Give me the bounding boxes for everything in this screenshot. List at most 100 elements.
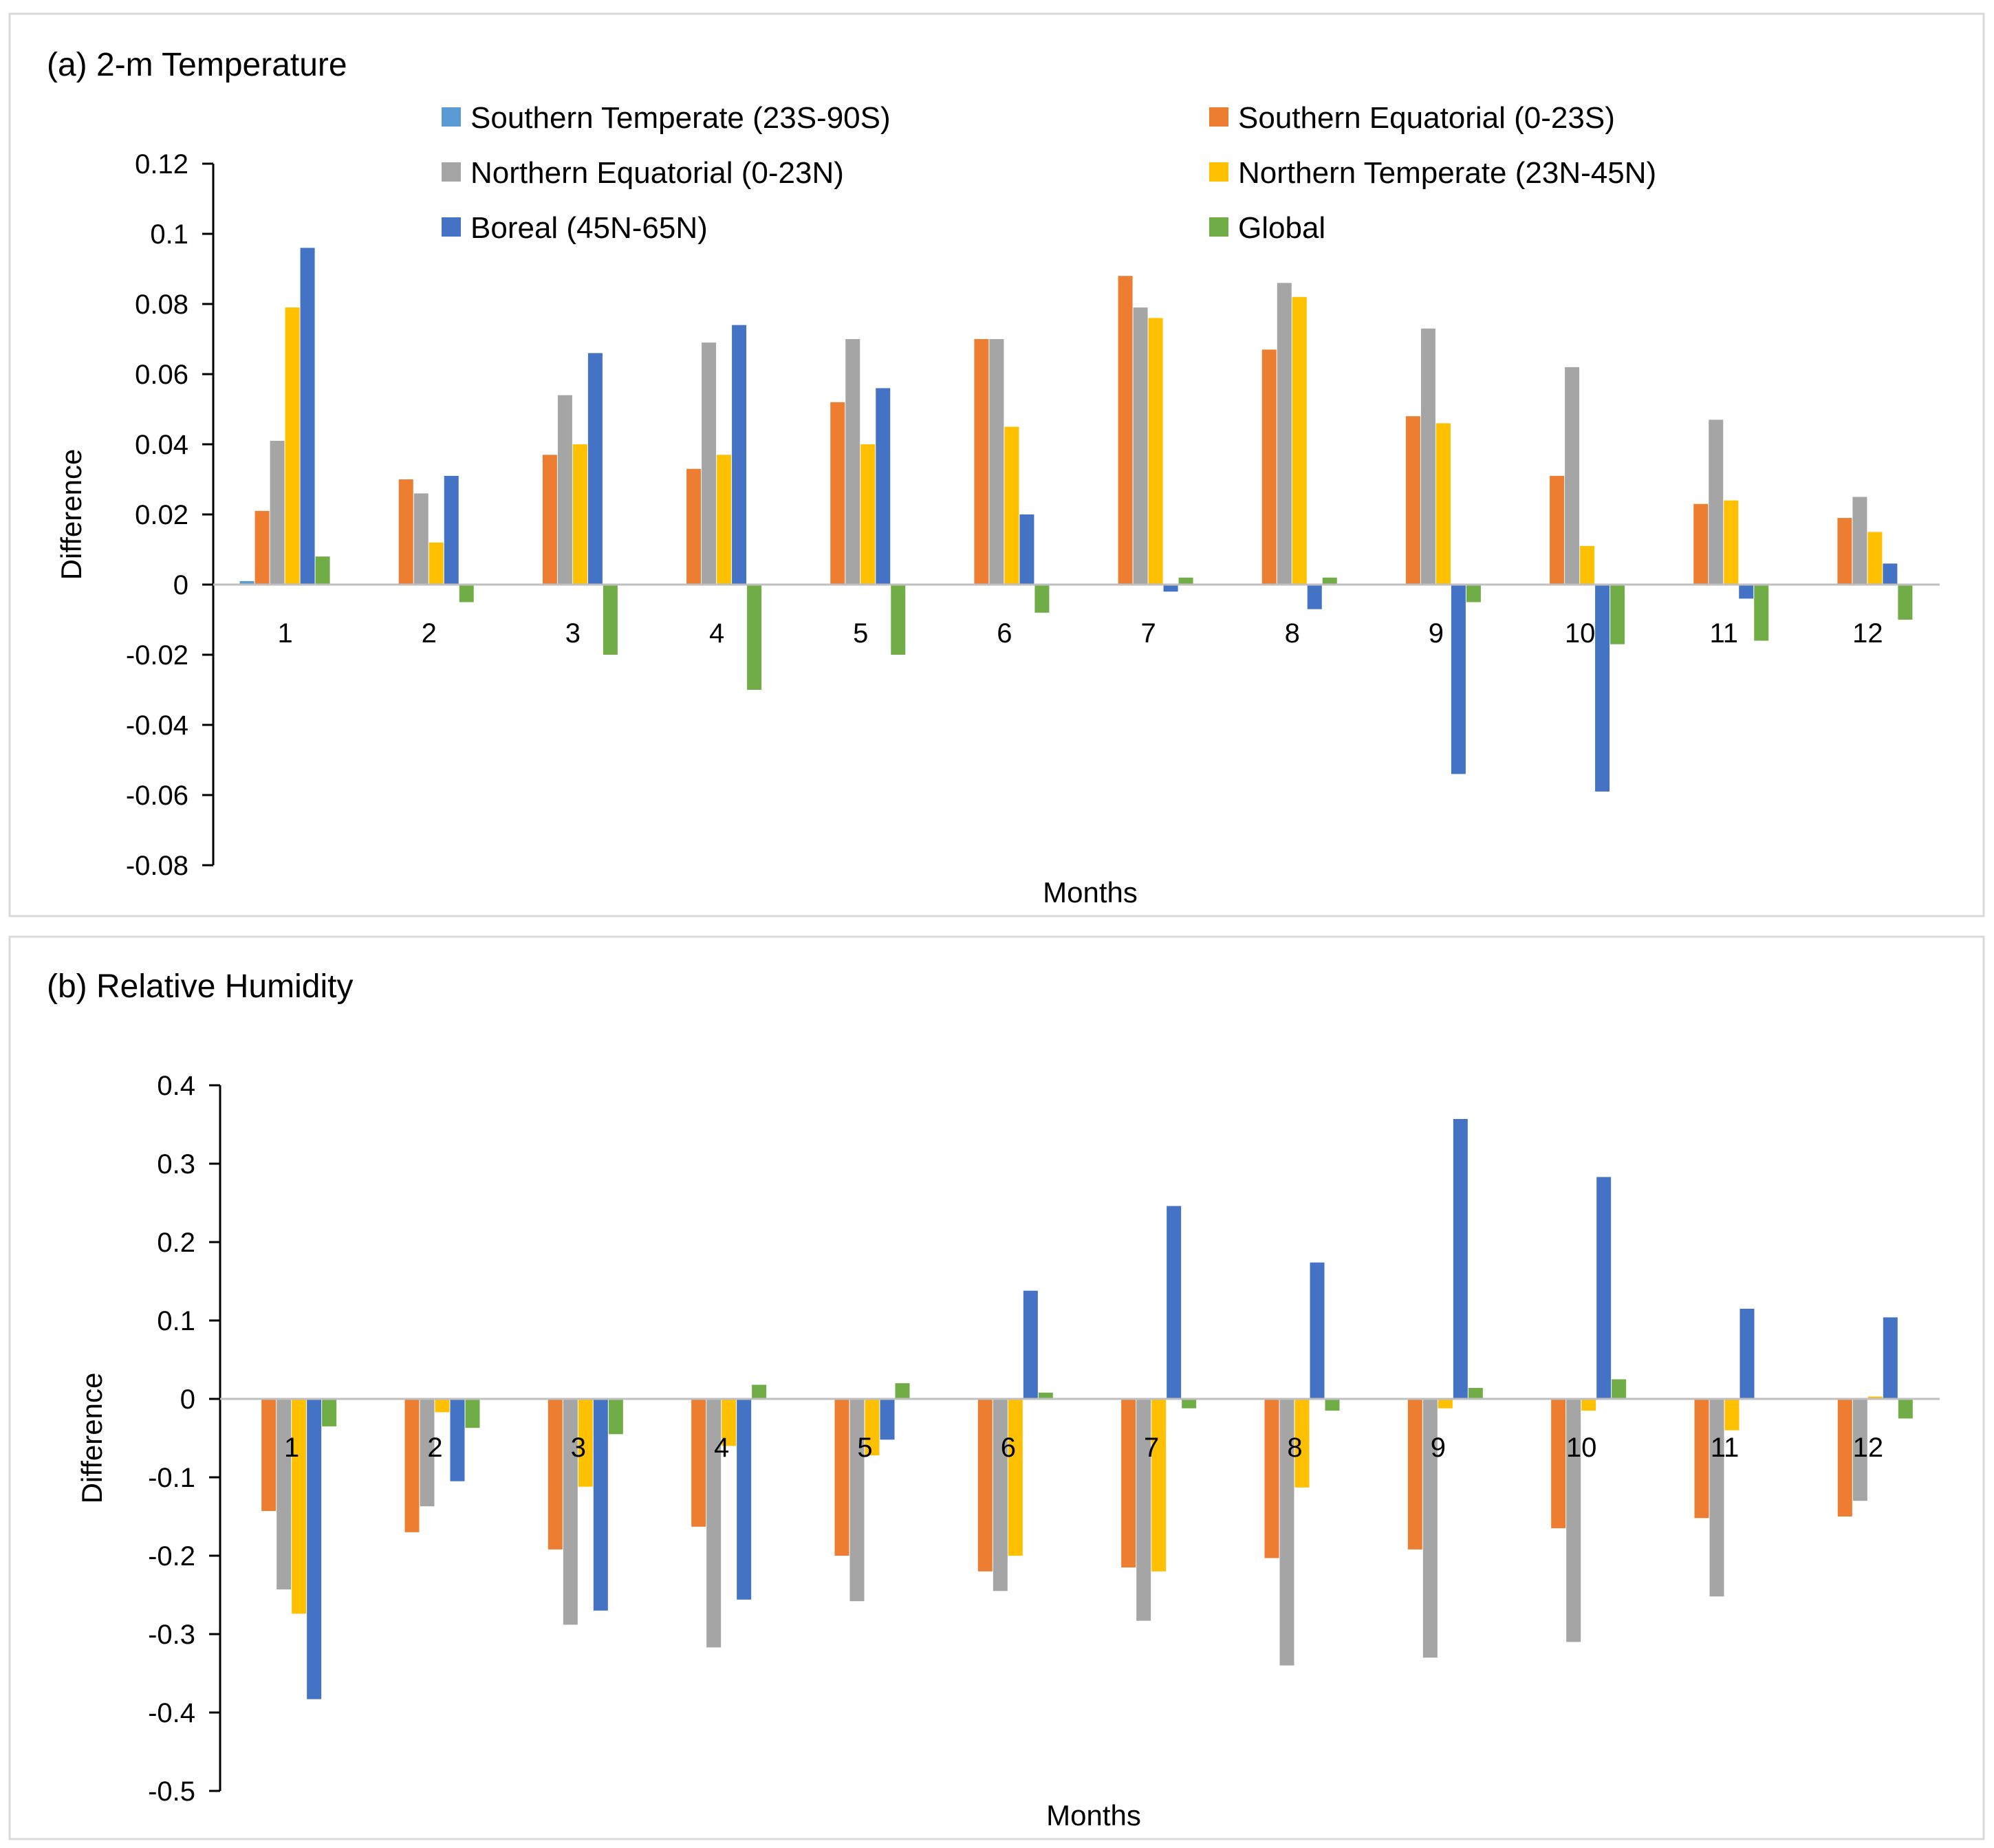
bar (465, 1399, 480, 1428)
bar (1438, 1399, 1453, 1409)
bar (1709, 1399, 1724, 1597)
bar (593, 1399, 608, 1611)
x-tick-label: 1 (284, 1433, 299, 1463)
y-axis-ticks: -0.08 -0.06 -0.04 -0.02 0 0.02 0.04 0.06 0.08 0.1… (126, 149, 213, 881)
bar (404, 1399, 420, 1532)
bar (1118, 276, 1133, 585)
bar (1307, 585, 1322, 609)
y-tick-label: -0.04 (126, 710, 188, 741)
bar (1038, 1392, 1053, 1399)
legend-swatch (1209, 107, 1228, 127)
x-tick-label: 9 (1431, 1433, 1446, 1463)
bar (1310, 1262, 1325, 1399)
y-tick-label: 0.06 (135, 360, 188, 390)
x-tick-label: 9 (1429, 618, 1444, 649)
x-tick-label: 2 (427, 1433, 442, 1463)
bars (239, 248, 1913, 792)
x-tick-label: 4 (714, 1433, 729, 1463)
bar (1136, 1399, 1151, 1621)
bar (1867, 1396, 1883, 1399)
bar (1279, 1399, 1294, 1666)
bar (891, 585, 906, 655)
bar (732, 325, 747, 585)
bar (398, 479, 413, 585)
bar (1724, 500, 1739, 585)
chart-title: (b) Relative Humidity (47, 968, 353, 1005)
bar (429, 542, 444, 585)
bar (1019, 514, 1034, 585)
bar (1292, 296, 1307, 585)
bar (834, 1399, 849, 1556)
bar (315, 556, 330, 585)
bar (1693, 503, 1709, 585)
bar (1435, 423, 1451, 585)
y-tick-label: -0.06 (126, 781, 188, 811)
x-tick-label: 11 (1711, 1433, 1740, 1463)
legend-entry: Boreal (45N-65N) (470, 211, 708, 245)
bar (557, 395, 572, 585)
bar (1004, 426, 1019, 585)
y-tick-label: -0.08 (126, 851, 188, 881)
y-tick-label: 0.1 (150, 219, 188, 250)
bar (1407, 1399, 1422, 1550)
x-tick-label: 6 (997, 618, 1012, 649)
x-tick-label: 5 (857, 1433, 872, 1463)
x-tick-label: 7 (1140, 618, 1156, 649)
bar (420, 1399, 435, 1507)
x-tick-label: 12 (1852, 618, 1883, 649)
bar (1852, 1399, 1867, 1501)
bar (1610, 585, 1625, 644)
y-tick-label: 0.2 (157, 1228, 195, 1258)
bar (849, 1399, 865, 1602)
panel-temperature: (a) 2-m Temperature Southern Temperate (… (8, 12, 1985, 917)
y-axis-label: Difference (76, 1373, 108, 1504)
bar (285, 307, 300, 585)
bar (572, 444, 587, 585)
bar (1694, 1399, 1709, 1519)
bar (1580, 545, 1595, 585)
x-tick-label: 1 (277, 618, 292, 649)
bar (261, 1399, 277, 1512)
bar (865, 1399, 880, 1456)
bar (1405, 416, 1420, 585)
legend-entry: Northern Temperate (23N-45N) (1238, 156, 1656, 190)
y-tick-label: 0.1 (157, 1306, 195, 1336)
panel-frame (8, 935, 1985, 1840)
bar (1422, 1399, 1438, 1658)
bar (1596, 1177, 1612, 1399)
x-tick-label: 8 (1287, 1433, 1302, 1463)
bar (1468, 1388, 1483, 1399)
bar (830, 402, 845, 585)
bar (608, 1399, 623, 1435)
bar (1163, 585, 1178, 592)
bar (322, 1399, 337, 1426)
bar (993, 1399, 1008, 1591)
bar (542, 455, 557, 585)
bar (876, 388, 891, 585)
bar (895, 1383, 910, 1399)
bar (1883, 563, 1898, 585)
bar (307, 1399, 322, 1699)
bar (1740, 1308, 1755, 1399)
y-tick-label: -0.4 (148, 1698, 195, 1728)
bar (587, 353, 603, 585)
bar (717, 455, 732, 585)
x-tick-label: 10 (1566, 1433, 1597, 1463)
bar (1898, 585, 1913, 620)
bar (1739, 585, 1754, 599)
bar (977, 1399, 993, 1572)
bar (435, 1399, 450, 1413)
x-axis-label: Months (1043, 876, 1138, 909)
bar (1837, 518, 1852, 585)
bars (261, 1119, 1913, 1699)
bar (1167, 1206, 1182, 1399)
bar (706, 1399, 722, 1648)
bar (1612, 1379, 1627, 1399)
y-tick-label: 0 (173, 570, 188, 600)
y-tick-label: 0.08 (135, 290, 188, 320)
bar (1121, 1399, 1136, 1568)
bar (691, 1399, 706, 1527)
bar (1566, 1399, 1581, 1642)
bar (845, 339, 860, 585)
